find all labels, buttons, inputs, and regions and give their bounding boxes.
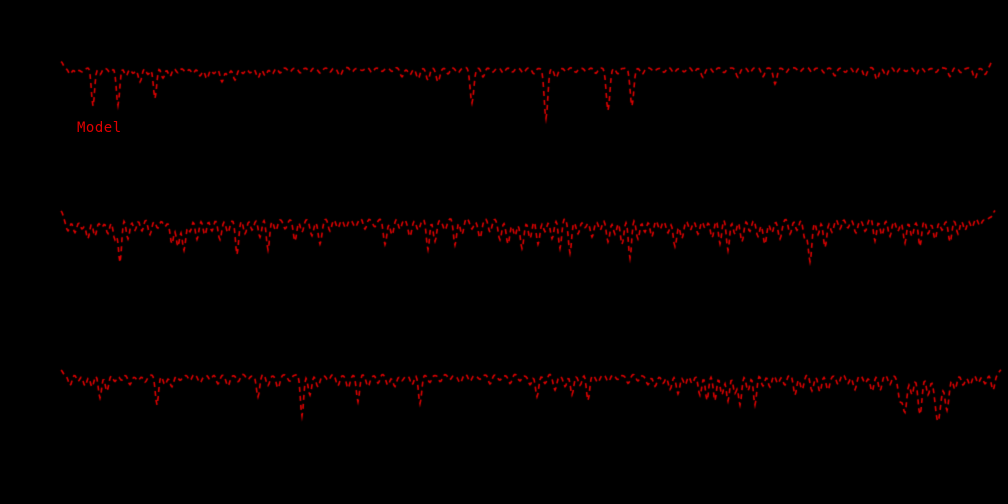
model-legend-label: Model (77, 120, 122, 136)
